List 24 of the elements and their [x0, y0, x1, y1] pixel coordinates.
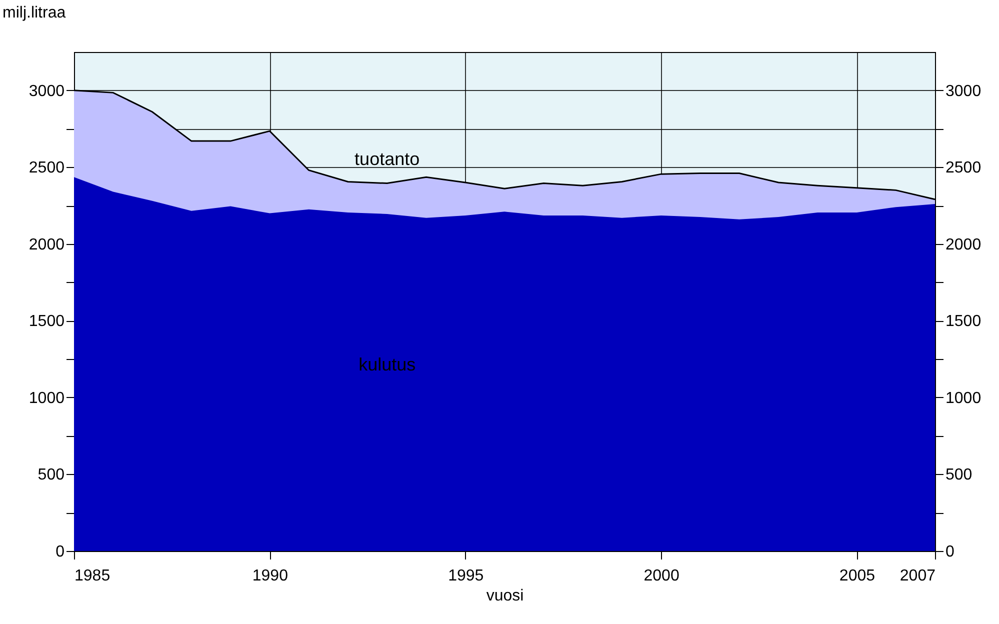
x-tick-label: 2005 — [839, 568, 876, 584]
y-tick-label: 3000 — [28, 82, 65, 100]
y2-tick-label: 2500 — [946, 160, 982, 177]
x-tick-label: 2007 — [900, 568, 936, 584]
y2-tick-label: 0 — [946, 544, 954, 560]
y-tick-label: 2000 — [28, 236, 65, 254]
series-label: kulutus — [358, 354, 416, 375]
y2-tick-label: 500 — [946, 466, 972, 484]
y-tick-label: 0 — [56, 544, 65, 560]
y-tick-label: 2500 — [28, 160, 65, 177]
y-axis-title: milj.litraa — [2, 4, 66, 22]
x-tick-label: 2000 — [644, 568, 680, 584]
y2-tick-label: 3000 — [946, 82, 982, 100]
x-axis-title: vuosi — [486, 588, 524, 604]
series-label: tuotanto — [354, 149, 420, 170]
y2-tick-label: 1000 — [946, 390, 982, 407]
y-tick-label: 1000 — [28, 390, 65, 407]
y-tick-label: 1500 — [28, 313, 65, 330]
x-tick-label: 1995 — [448, 568, 484, 584]
y2-tick-label: 2000 — [946, 236, 982, 254]
x-tick-label: 1985 — [74, 568, 110, 584]
y-tick-label: 500 — [38, 466, 65, 484]
x-tick-label: 1990 — [252, 568, 288, 584]
y2-tick-label: 1500 — [946, 313, 982, 330]
